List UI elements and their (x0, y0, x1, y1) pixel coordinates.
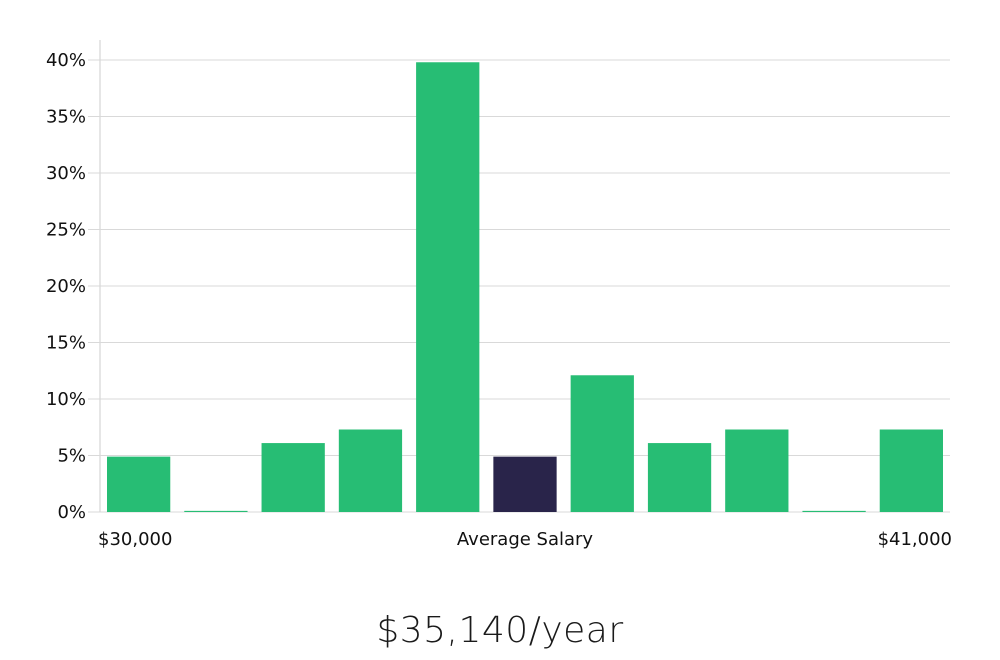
x-axis-min-label: $30,000 (98, 529, 173, 550)
y-axis-ticks: 0% 5% 10% 15% 20% 25% 30% 35% 40% (46, 50, 86, 523)
salary-distribution-chart: 0% 5% 10% 15% 20% 25% 30% 35% 40% (46, 40, 950, 523)
y-tick-label: 0% (57, 502, 86, 523)
bar (416, 62, 480, 512)
bar (570, 375, 634, 512)
bars (107, 62, 943, 512)
bar (338, 429, 403, 512)
y-tick-label: 40% (46, 50, 86, 71)
bar-highlight (493, 456, 557, 512)
bar (107, 456, 171, 512)
bar (802, 510, 866, 512)
y-tick-label: 10% (46, 389, 86, 410)
bar (879, 429, 943, 512)
x-axis-max-label: $41,000 (877, 529, 952, 550)
gridlines (88, 40, 950, 513)
y-tick-label: 15% (46, 333, 86, 354)
y-tick-label: 35% (46, 107, 86, 128)
y-tick-label: 20% (46, 276, 86, 297)
x-axis-title: Average Salary (456, 529, 594, 550)
y-tick-label: 25% (46, 220, 86, 241)
bar (647, 443, 712, 512)
bar (725, 429, 789, 512)
y-tick-label: 5% (57, 446, 86, 467)
bar (261, 443, 325, 512)
average-salary-value: $35,140/year (376, 610, 624, 651)
bar (184, 510, 248, 512)
y-tick-label: 30% (46, 163, 86, 184)
